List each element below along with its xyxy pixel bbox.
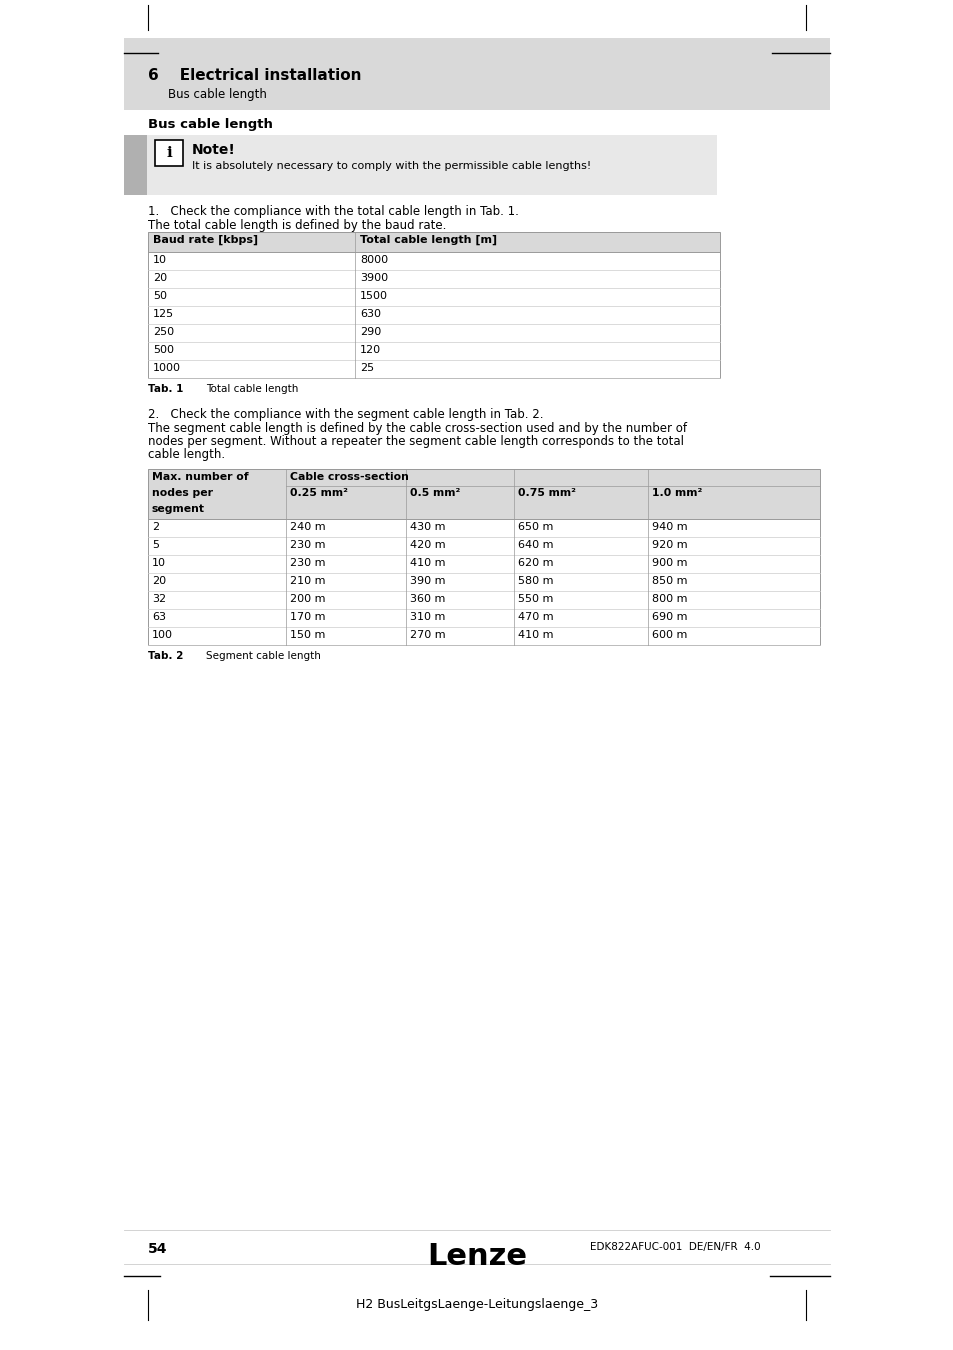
Text: 32: 32 <box>152 594 166 603</box>
Text: 1.   Check the compliance with the total cable length in Tab. 1.: 1. Check the compliance with the total c… <box>148 205 518 217</box>
Text: 2: 2 <box>152 522 159 532</box>
Text: 640 m: 640 m <box>517 540 553 549</box>
Text: 420 m: 420 m <box>410 540 445 549</box>
Bar <box>147 135 717 194</box>
Text: Cable cross-section: Cable cross-section <box>290 472 409 482</box>
Text: 650 m: 650 m <box>517 522 553 532</box>
Text: 550 m: 550 m <box>517 594 553 603</box>
Bar <box>148 232 720 378</box>
Text: 630: 630 <box>359 309 380 319</box>
Text: 430 m: 430 m <box>410 522 445 532</box>
Text: 1500: 1500 <box>359 292 388 301</box>
Text: 900 m: 900 m <box>651 558 687 568</box>
Text: 20: 20 <box>152 273 167 284</box>
Text: 0.5 mm²: 0.5 mm² <box>410 487 460 498</box>
Text: 240 m: 240 m <box>290 522 325 532</box>
Text: 290: 290 <box>359 327 381 338</box>
Text: nodes per: nodes per <box>152 487 213 498</box>
Text: 5: 5 <box>152 540 159 549</box>
Text: 3900: 3900 <box>359 273 388 284</box>
Text: i: i <box>166 146 172 161</box>
Text: 360 m: 360 m <box>410 594 445 603</box>
Text: 63: 63 <box>152 612 166 622</box>
Text: 250: 250 <box>152 327 174 338</box>
Text: 125: 125 <box>152 309 174 319</box>
Text: Lenze: Lenze <box>427 1242 526 1270</box>
Text: Tab. 1: Tab. 1 <box>148 383 183 394</box>
Text: 210 m: 210 m <box>290 576 325 586</box>
Text: 310 m: 310 m <box>410 612 445 622</box>
Text: nodes per segment. Without a repeater the segment cable length corresponds to th: nodes per segment. Without a repeater th… <box>148 435 683 448</box>
Text: 410 m: 410 m <box>517 630 553 640</box>
Text: 170 m: 170 m <box>290 612 325 622</box>
Text: 0.75 mm²: 0.75 mm² <box>517 487 576 498</box>
Text: 8000: 8000 <box>359 255 388 265</box>
Text: 54: 54 <box>148 1242 168 1256</box>
Text: 390 m: 390 m <box>410 576 445 586</box>
Text: Baud rate [kbps]: Baud rate [kbps] <box>152 235 258 246</box>
Text: Segment cable length: Segment cable length <box>206 651 320 661</box>
Text: 120: 120 <box>359 346 381 355</box>
Text: 50: 50 <box>152 292 167 301</box>
Text: 470 m: 470 m <box>517 612 553 622</box>
Text: Note!: Note! <box>192 143 235 157</box>
Bar <box>154 140 183 166</box>
Text: It is absolutely necessary to comply with the permissible cable lengths!: It is absolutely necessary to comply wit… <box>192 161 591 171</box>
Text: 940 m: 940 m <box>651 522 687 532</box>
Text: 920 m: 920 m <box>651 540 687 549</box>
Text: 10: 10 <box>152 558 166 568</box>
Text: 6    Electrical installation: 6 Electrical installation <box>148 68 361 82</box>
Text: 2.   Check the compliance with the segment cable length in Tab. 2.: 2. Check the compliance with the segment… <box>148 408 543 421</box>
Text: Tab. 2: Tab. 2 <box>148 651 183 661</box>
Text: 270 m: 270 m <box>410 630 445 640</box>
Text: The segment cable length is defined by the cable cross-section used and by the n: The segment cable length is defined by t… <box>148 423 686 435</box>
Text: 230 m: 230 m <box>290 540 325 549</box>
Text: 690 m: 690 m <box>651 612 687 622</box>
Text: 410 m: 410 m <box>410 558 445 568</box>
Bar <box>124 135 147 194</box>
Text: The total cable length is defined by the baud rate.: The total cable length is defined by the… <box>148 219 446 232</box>
Text: 620 m: 620 m <box>517 558 553 568</box>
Text: 20: 20 <box>152 576 166 586</box>
Text: Total cable length: Total cable length <box>206 383 298 394</box>
Text: 1.0 mm²: 1.0 mm² <box>651 487 701 498</box>
Text: Bus cable length: Bus cable length <box>148 117 273 131</box>
Text: 800 m: 800 m <box>651 594 687 603</box>
Text: 100: 100 <box>152 630 172 640</box>
Text: 600 m: 600 m <box>651 630 687 640</box>
Bar <box>148 468 820 518</box>
Text: segment: segment <box>152 504 205 514</box>
Text: 580 m: 580 m <box>517 576 553 586</box>
Text: 0.25 mm²: 0.25 mm² <box>290 487 348 498</box>
Text: 500: 500 <box>152 346 173 355</box>
Text: cable length.: cable length. <box>148 448 225 460</box>
Text: Bus cable length: Bus cable length <box>168 88 267 101</box>
Text: EDK822AFUC-001  DE/EN/FR  4.0: EDK822AFUC-001 DE/EN/FR 4.0 <box>589 1242 760 1251</box>
Text: 1000: 1000 <box>152 363 181 373</box>
Bar <box>124 38 829 109</box>
Text: 25: 25 <box>359 363 374 373</box>
Text: 10: 10 <box>152 255 167 265</box>
Text: Max. number of: Max. number of <box>152 472 249 482</box>
Text: Total cable length [m]: Total cable length [m] <box>359 235 497 246</box>
Bar <box>148 468 820 645</box>
Text: 230 m: 230 m <box>290 558 325 568</box>
Bar <box>148 232 720 252</box>
Text: 850 m: 850 m <box>651 576 687 586</box>
Text: H2 BusLeitgsLaenge-Leitungslaenge_3: H2 BusLeitgsLaenge-Leitungslaenge_3 <box>355 1297 598 1311</box>
Text: 200 m: 200 m <box>290 594 325 603</box>
Text: 150 m: 150 m <box>290 630 325 640</box>
